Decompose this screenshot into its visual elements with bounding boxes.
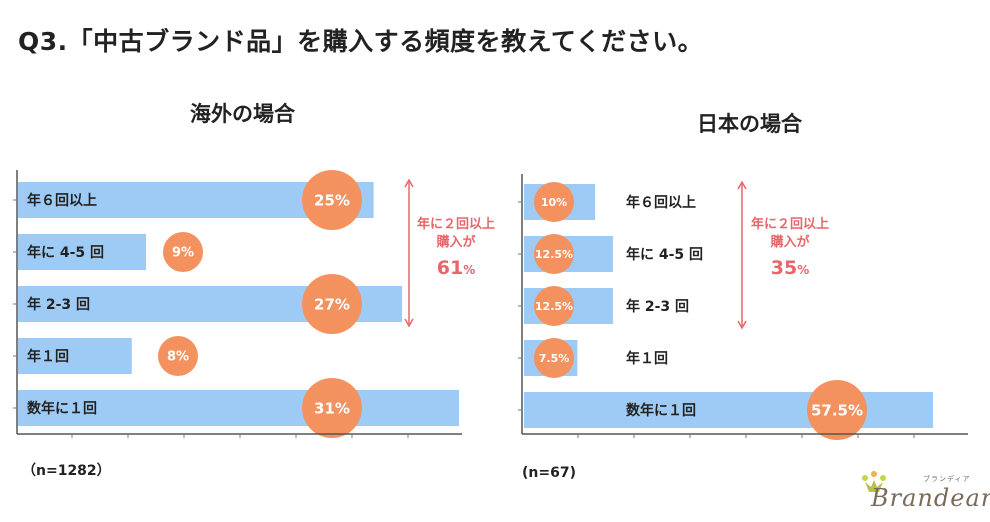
- value-bubble: [807, 380, 867, 440]
- logo-text: Brandear: [871, 484, 990, 512]
- annotation-line2: 購入が: [435, 234, 475, 250]
- arrow-up-icon: [737, 180, 747, 190]
- logo-kana: ブランディア: [923, 475, 971, 483]
- japan-chart: 年６回以上 10% 年に 4-5 回 12.5% 年 2-3 回 12.5% 年１回 7.5%…: [518, 174, 968, 440]
- category-label: 数年に１回: [27, 400, 97, 417]
- bar-5: [524, 392, 933, 428]
- value-label: 12.5%: [535, 248, 573, 261]
- bar-4: [18, 338, 132, 374]
- value-label: 57.5%: [811, 401, 863, 419]
- value-bubble: [302, 274, 362, 334]
- value-label: 8%: [167, 350, 189, 365]
- category-label: 年６回以上: [27, 192, 97, 209]
- arrow-down-icon: [404, 318, 414, 328]
- value-label: 25%: [314, 191, 350, 209]
- overseas-chart: 年６回以上 25% 年に 4-5 回 9% 年 2-3 回 27% 年１回 8% 数年に１回 31…: [13, 170, 495, 438]
- annotation-line1: 年に２回以上: [751, 216, 829, 232]
- arrow-down-icon: [737, 320, 747, 330]
- value-bubble: [163, 232, 203, 272]
- bar-2: [18, 234, 147, 270]
- annotation-line2: 購入が: [769, 234, 809, 250]
- value-label: 12.5%: [535, 300, 573, 313]
- value-bubble: [534, 286, 574, 326]
- value-label: 31%: [314, 399, 350, 417]
- value-label: 27%: [314, 295, 350, 313]
- annotation-value: 35%: [771, 257, 809, 279]
- annotation-line1: 年に２回以上: [417, 216, 495, 232]
- category-label: 年に 4-5 回: [626, 246, 703, 263]
- page-title: Q3.「中古ブランド品」を購入する頻度を教えてください。: [18, 27, 704, 56]
- category-label: 年１回: [27, 348, 69, 365]
- category-label: 数年に１回: [626, 402, 696, 419]
- value-bubble: [158, 336, 198, 376]
- value-bubble: [534, 338, 574, 378]
- value-bubble: [534, 182, 574, 222]
- brandear-logo: ブランディア Brandear: [853, 470, 990, 518]
- sample-size-japan: (n=67): [522, 465, 576, 481]
- arrow-up-icon: [404, 178, 414, 188]
- crown-icon: [862, 471, 886, 492]
- value-label: 7.5%: [539, 352, 570, 365]
- value-bubble: [302, 378, 362, 438]
- value-label: 9%: [172, 246, 194, 261]
- chart-title-overseas: 海外の場合: [190, 102, 295, 126]
- category-label: 年 2-3 回: [626, 298, 689, 315]
- value-bubble: [534, 234, 574, 274]
- category-label: 年 2-3 回: [27, 296, 90, 313]
- annotation-value: 61%: [437, 257, 475, 279]
- value-bubble: [302, 170, 362, 230]
- bar-5: [18, 390, 459, 426]
- category-label: 年６回以上: [626, 194, 696, 211]
- value-label: 10%: [541, 196, 567, 209]
- sample-size-overseas: （n=1282）: [22, 463, 111, 479]
- chart-title-japan: 日本の場合: [697, 112, 802, 136]
- category-label: 年に 4-5 回: [27, 244, 104, 261]
- category-label: 年１回: [626, 350, 668, 367]
